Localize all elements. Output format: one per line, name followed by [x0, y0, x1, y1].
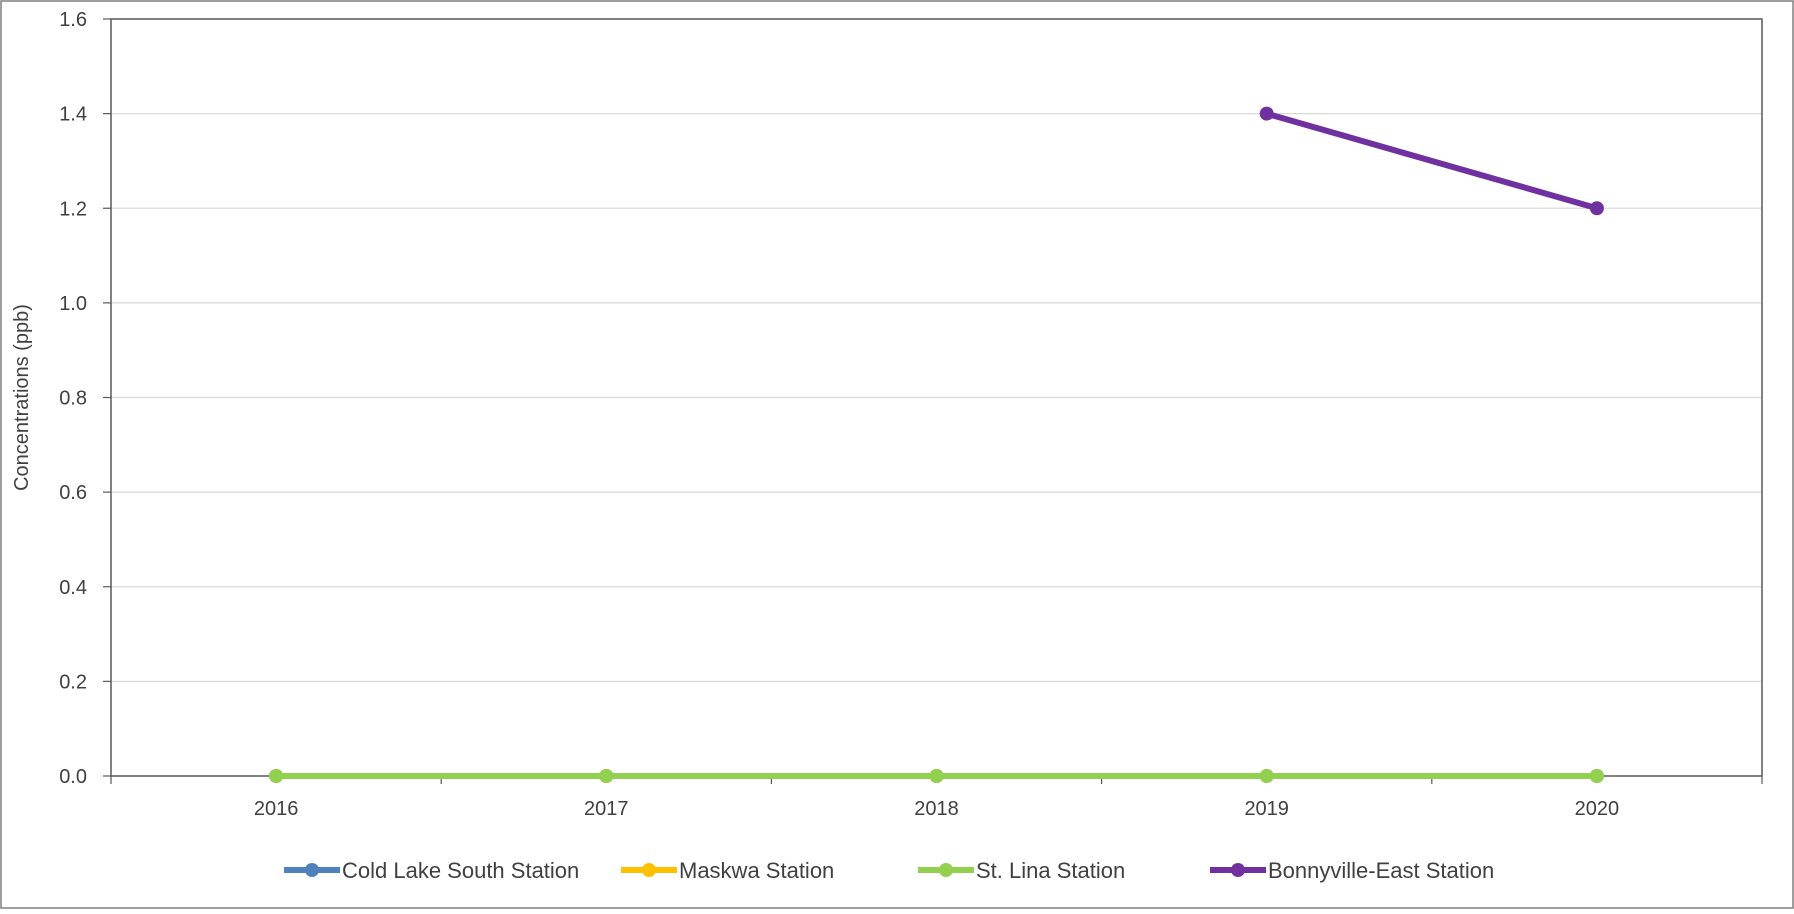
legend-swatch-marker: [1231, 863, 1245, 877]
y-tick-label: 0.6: [59, 482, 87, 504]
series-line: [1265, 110, 1598, 212]
legend-label: St. Lina Station: [976, 858, 1125, 883]
data-point: [1589, 769, 1604, 783]
x-tick-label: 2019: [1244, 798, 1289, 820]
y-tick-label: 1.2: [59, 198, 87, 220]
y-tick-label: 1.0: [59, 293, 87, 315]
data-point: [269, 769, 284, 783]
data-point: [599, 769, 614, 783]
legend-item: Maskwa Station: [621, 858, 834, 883]
data-point: [929, 769, 944, 783]
y-tick-label: 0.2: [59, 671, 87, 693]
x-tick-label: 2017: [584, 798, 629, 820]
legend-label: Cold Lake South Station: [342, 858, 579, 883]
data-point: [1259, 106, 1274, 121]
y-tick-label: 0.4: [59, 577, 87, 599]
x-tick-label: 2016: [254, 798, 299, 820]
series-3: [269, 769, 1604, 783]
series-4: [1259, 106, 1604, 216]
legend-swatch-marker: [642, 863, 656, 877]
data-point: [1259, 769, 1274, 783]
legend-item: St. Lina Station: [918, 858, 1125, 883]
y-tick-label: 0.0: [59, 766, 87, 788]
y-axis-title: Concentrations (ppb): [11, 304, 33, 491]
legend-swatch-marker: [939, 863, 953, 877]
series-layer: [269, 106, 1604, 783]
legend-label: Bonnyville-East Station: [1268, 858, 1494, 883]
legend: Cold Lake South Station Maskwa Station St.…: [284, 858, 1494, 883]
legend-item: Bonnyville-East Station: [1210, 858, 1494, 883]
legend-item: Cold Lake South Station: [284, 858, 579, 883]
x-tick-label: 2020: [1575, 798, 1620, 820]
y-tick-label: 0.8: [59, 388, 87, 410]
y-tick-label: 1.4: [59, 104, 87, 126]
legend-label: Maskwa Station: [679, 858, 834, 883]
axes: 0.0 0.2 0.4 0.6 0.8 1.0 1.2 1.4 1.6 2016 2017 2018 2…: [59, 9, 1763, 820]
legend-swatch-marker: [305, 863, 319, 877]
x-tick-label: 2018: [914, 798, 959, 820]
data-point: [1589, 201, 1604, 216]
gridlines: [111, 113, 1762, 682]
y-tick-label: 1.6: [59, 9, 87, 31]
